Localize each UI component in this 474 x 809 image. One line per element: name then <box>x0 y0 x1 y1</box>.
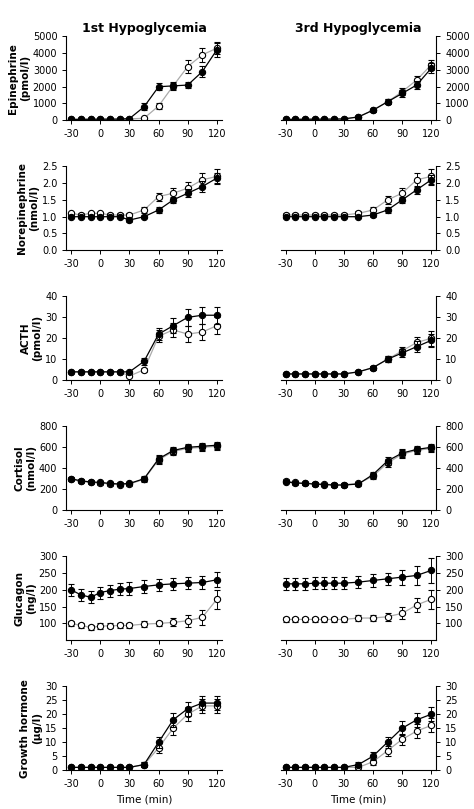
Title: 3rd Hypoglycemia: 3rd Hypoglycemia <box>295 22 422 36</box>
Y-axis label: Glucagon
(ng/l): Glucagon (ng/l) <box>14 571 36 625</box>
Y-axis label: ACTH
(pmol/l): ACTH (pmol/l) <box>20 316 42 362</box>
Y-axis label: Epinephrine
(pmol/l): Epinephrine (pmol/l) <box>9 43 30 114</box>
X-axis label: Time (min): Time (min) <box>116 794 172 805</box>
Title: 1st Hypoglycemia: 1st Hypoglycemia <box>82 22 207 36</box>
X-axis label: Time (min): Time (min) <box>330 794 387 805</box>
Y-axis label: Norepinephrine
(nmol/l): Norepinephrine (nmol/l) <box>18 163 39 254</box>
Y-axis label: Cortisol
(nmol/l): Cortisol (nmol/l) <box>14 445 36 491</box>
Y-axis label: Growth hormone
(μg/l): Growth hormone (μg/l) <box>20 679 42 777</box>
